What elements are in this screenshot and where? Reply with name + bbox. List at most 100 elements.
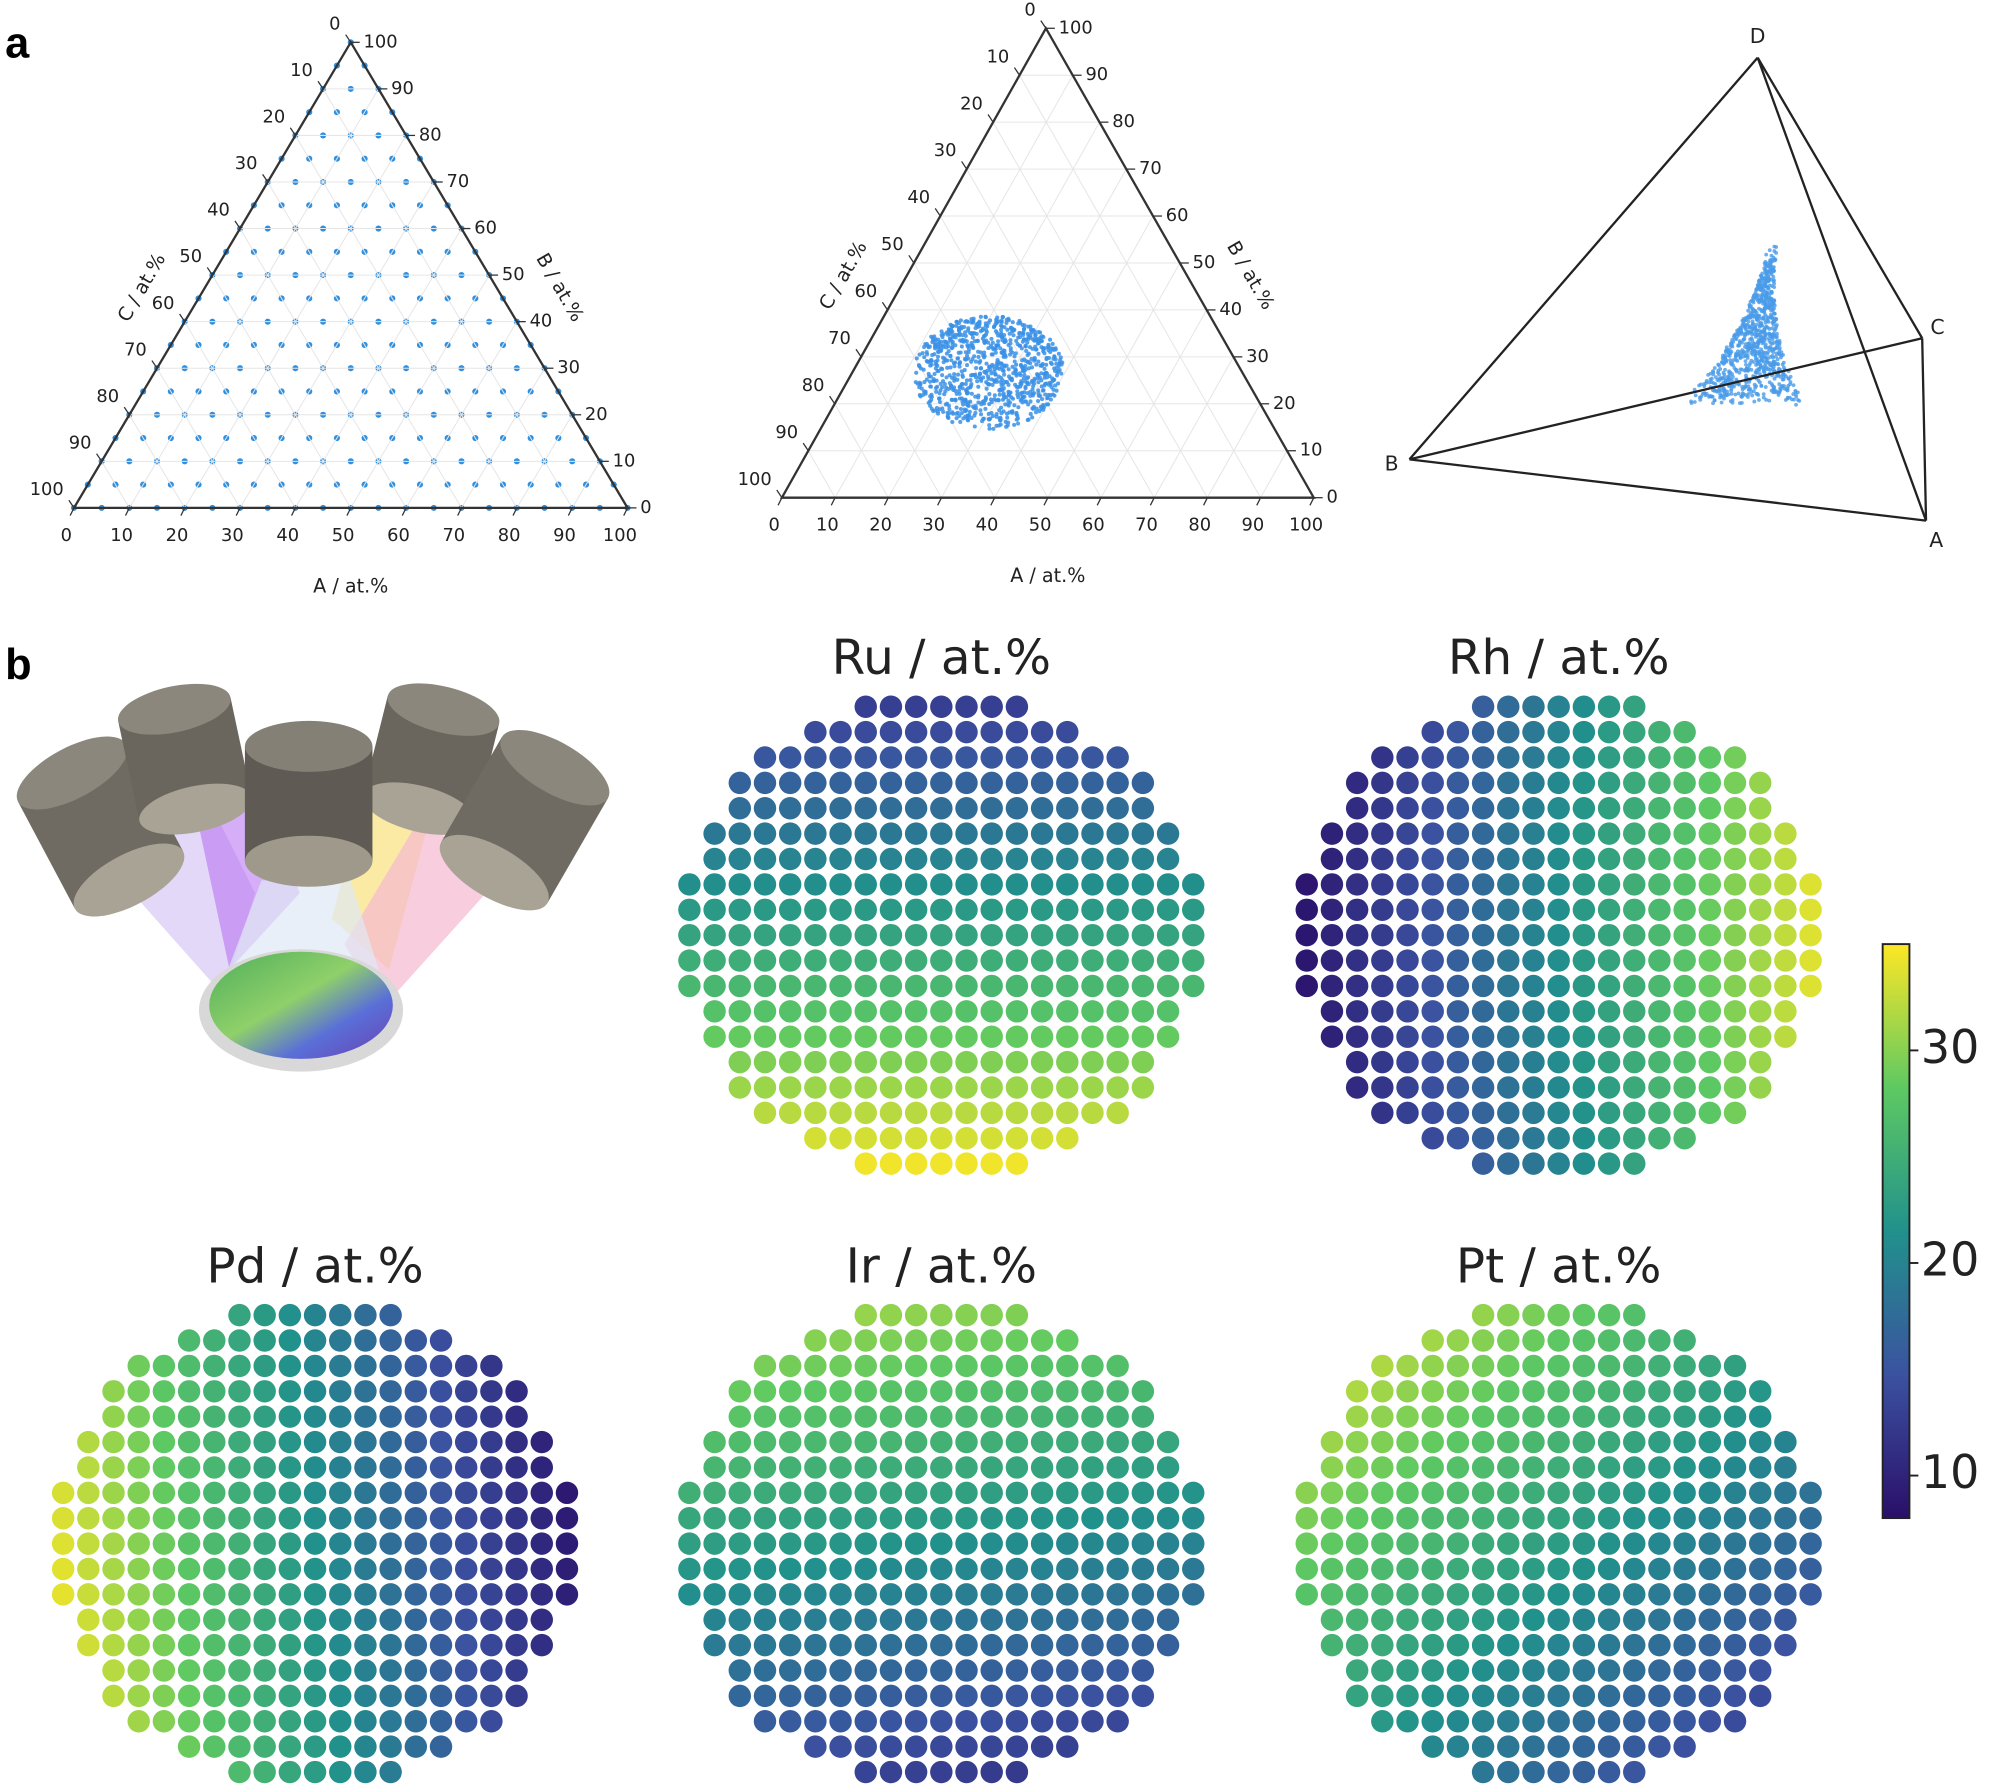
colorbar-tick-label: 20 [1921, 1232, 1979, 1286]
composition-dot [728, 1430, 752, 1454]
composition-dot [1131, 1456, 1155, 1479]
composition-dot [228, 1760, 251, 1784]
composition-dot [1396, 1506, 1419, 1530]
composition-dot [1522, 1000, 1545, 1023]
composition-dot [1547, 1557, 1570, 1581]
composition-dot [1497, 797, 1520, 820]
composition-dot [778, 1710, 802, 1733]
composition-dot [1673, 1076, 1696, 1099]
composition-point [1746, 341, 1751, 346]
composition-point [1750, 313, 1755, 318]
composition-dot [1623, 1583, 1646, 1606]
composition-dot [1131, 1684, 1155, 1708]
a-tick-label: 40 [976, 515, 999, 536]
composition-dot [454, 1481, 478, 1505]
composition-dot [1182, 1481, 1205, 1505]
composition-point [1771, 274, 1776, 279]
composition-dot [1748, 974, 1772, 998]
composition-dot [1572, 923, 1596, 947]
composition-point [1044, 402, 1049, 407]
composition-dot [1597, 1506, 1621, 1530]
composition-dot [454, 1684, 478, 1708]
composition-dot [955, 1101, 978, 1125]
a-tick-label: 30 [221, 525, 244, 546]
composition-dot [1748, 847, 1772, 871]
tick-mark [124, 507, 130, 516]
composition-dot [753, 1025, 777, 1048]
composition-dot [804, 1380, 827, 1403]
composition-dot [1030, 1354, 1054, 1378]
composition-point [1727, 353, 1732, 358]
composition-point [994, 377, 999, 382]
composition-dot [1597, 771, 1621, 795]
composition-dot [1081, 1456, 1104, 1479]
composition-dot [930, 1354, 953, 1378]
composition-dot [1522, 1025, 1545, 1048]
grid-line [405, 321, 518, 509]
composition-point [1759, 296, 1764, 301]
composition-dot [379, 1481, 402, 1505]
composition-dot [404, 1684, 428, 1708]
composition-dot [980, 873, 1003, 896]
composition-dot [404, 1456, 428, 1479]
composition-dot [1081, 1557, 1104, 1581]
composition-dot [1522, 746, 1545, 769]
tick-mark [1040, 20, 1047, 29]
composition-dot [1648, 1608, 1671, 1631]
composition-dot [1106, 923, 1129, 947]
composition-dot [930, 1659, 953, 1682]
composition-point [1753, 326, 1758, 331]
composition-dot [102, 1583, 125, 1606]
tick-mark [1309, 497, 1315, 506]
composition-dot [1471, 1659, 1495, 1682]
composition-dot [1597, 1456, 1621, 1479]
composition-dot [1774, 898, 1797, 922]
composition-dot [1597, 1329, 1621, 1352]
composition-dot [980, 1329, 1003, 1352]
composition-dot [1446, 974, 1470, 998]
composition-dot [1371, 1430, 1394, 1454]
composition-dot [1396, 1532, 1419, 1555]
composition-dot [177, 1608, 201, 1631]
composition-point [1056, 364, 1061, 369]
composition-dot [980, 1127, 1003, 1150]
composition-dot [930, 1532, 953, 1555]
composition-point [1008, 338, 1013, 343]
c-tick-label: 0 [329, 13, 340, 34]
composition-point [984, 386, 989, 391]
composition-dot [1030, 1481, 1054, 1505]
composition-dot [904, 1735, 928, 1758]
composition-dot [1723, 1506, 1747, 1530]
composition-point [958, 318, 963, 323]
composition-dot [177, 1430, 201, 1454]
composition-point [1698, 382, 1703, 387]
composition-point [1717, 372, 1722, 377]
composition-dot [753, 822, 777, 845]
composition-dot [379, 1684, 402, 1708]
composition-dot [980, 1583, 1003, 1606]
composition-point [919, 386, 924, 391]
composition-point [993, 372, 998, 377]
composition-point [1746, 319, 1751, 324]
composition-dot [1623, 1127, 1646, 1150]
composition-dot [1446, 720, 1470, 744]
composition-dot [1345, 873, 1369, 896]
composition-dot [678, 898, 701, 922]
composition-dot [1131, 1583, 1155, 1606]
composition-dot [1673, 1050, 1696, 1074]
tetrahedron-edge [1409, 337, 1923, 461]
composition-dot [329, 1760, 352, 1784]
composition-dot [1005, 746, 1029, 769]
composition-point [1753, 344, 1757, 349]
composition-dot [778, 1456, 802, 1479]
composition-dot [555, 1506, 579, 1530]
composition-dot [904, 1506, 928, 1530]
composition-dot [480, 1710, 503, 1733]
composition-dot [1131, 771, 1155, 795]
composition-dot [778, 1557, 802, 1581]
composition-point [1041, 388, 1046, 393]
composition-dot [152, 1557, 176, 1581]
composition-dot [1547, 1710, 1570, 1733]
composition-dot [1522, 720, 1545, 744]
composition-dot [278, 1557, 302, 1581]
